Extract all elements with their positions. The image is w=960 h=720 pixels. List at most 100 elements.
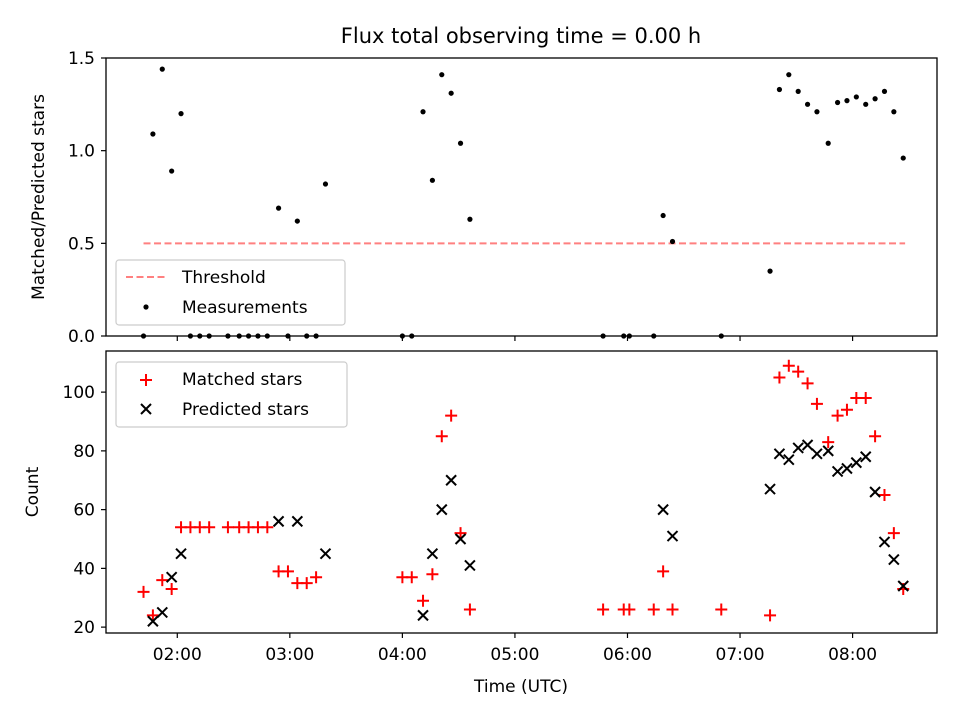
predicted-star-point	[822, 445, 834, 457]
predicted-star-point	[319, 547, 332, 560]
count-y-tick-label: 40	[73, 559, 95, 579]
ratio-y-ticks: 0.0 0.5 1.0 1.5	[68, 49, 106, 347]
measurement-point	[786, 72, 792, 78]
legend-threshold-label: Threshold	[181, 268, 266, 288]
matched-star-point	[146, 609, 159, 622]
count-y-tick-label: 80	[73, 442, 95, 462]
measurement-point	[178, 111, 184, 117]
matched-star-point	[426, 568, 439, 581]
legend-measurements-swatch	[143, 304, 149, 310]
measurement-point	[834, 99, 841, 106]
measurement-point	[159, 66, 165, 72]
predicted-star-point	[272, 515, 285, 528]
measurement-point	[814, 109, 820, 115]
matched-star-point	[666, 603, 679, 616]
count-x-tick-label: 02:00	[153, 645, 202, 665]
measurement-point	[853, 94, 859, 100]
predicted-star-point	[860, 451, 872, 463]
x-axis-label: Time (UTC)	[473, 677, 568, 697]
predicted-star-point	[436, 503, 448, 516]
matched-star-point	[647, 603, 660, 616]
measurement-point	[467, 216, 473, 222]
matched-star-point	[221, 521, 234, 534]
predicted-star-point	[291, 515, 304, 528]
count-x-tick-label: 07:00	[716, 645, 765, 665]
predicted-star-point	[165, 571, 178, 583]
count-data-marks	[137, 359, 910, 627]
matched-star-point	[597, 603, 610, 616]
count-x-ticks: 02:00 03:00 04:00 05:00 06:00 07:00 08:00	[153, 633, 877, 665]
count-axes-frame	[105, 350, 938, 634]
ratio-y-axis-label: Matched/Predicted stars	[29, 94, 49, 300]
count-legend-box	[115, 361, 348, 428]
count-x-tick-label: 08:00	[828, 645, 877, 665]
matched-star-point	[405, 571, 418, 584]
ratio-legend: Threshold Measurements	[115, 259, 346, 326]
measurement-point	[863, 101, 869, 107]
legend-measurements-label: Measurements	[182, 298, 308, 318]
legend-matched-label: Matched stars	[182, 370, 302, 390]
predicted-star-point	[897, 580, 909, 592]
predicted-star-point	[764, 483, 776, 495]
matched-star-point	[445, 409, 458, 422]
measurement-point	[322, 181, 329, 187]
predicted-star-point	[841, 462, 853, 475]
matched-star-point	[156, 574, 169, 587]
measurement-point	[294, 218, 300, 224]
count-y-ticks: 20 40 60 80 100	[63, 383, 106, 638]
matched-star-point	[137, 585, 150, 598]
matched-star-point	[764, 609, 777, 622]
count-legend: Matched stars Predicted stars	[115, 361, 348, 428]
measurement-point	[881, 88, 888, 94]
matched-star-point	[773, 371, 786, 384]
measurement-point	[420, 109, 426, 115]
predicted-star-point	[831, 465, 844, 478]
measurement-point	[429, 177, 435, 183]
legend-predicted-swatch	[140, 403, 152, 415]
matched-star-point	[822, 436, 835, 449]
measurement-point	[669, 238, 676, 245]
matched-star-point	[869, 430, 882, 443]
measurement-point	[660, 212, 666, 219]
count-y-tick-label: 20	[73, 618, 95, 638]
predicted-star-point	[801, 439, 814, 451]
count-y-tick-label: 100	[63, 383, 95, 403]
ratio-axes: 0.0 0.5 1.0 1.5 Matched/Predicted stars Thr…	[29, 49, 938, 347]
predicted-star-point	[666, 530, 679, 542]
matched-star-point	[782, 359, 795, 372]
measurement-point	[150, 131, 156, 137]
measurement-point	[804, 101, 811, 107]
ratio-y-tick-label: 1.0	[68, 142, 95, 162]
count-x-tick-label: 03:00	[265, 645, 314, 665]
matched-star-point	[715, 603, 728, 616]
ratio-x-ticks	[176, 336, 854, 341]
ratio-y-tick-label: 1.5	[68, 49, 95, 69]
matched-star-point	[300, 577, 313, 590]
predicted-star-point	[783, 453, 795, 466]
measurement-point	[439, 72, 445, 78]
measurement-point	[900, 155, 906, 161]
measurement-point	[825, 140, 831, 146]
matched-star-point	[435, 430, 448, 443]
count-x-tick-label: 04:00	[378, 645, 427, 665]
matched-star-point	[887, 527, 900, 540]
matched-star-point	[801, 377, 814, 390]
count-y-axis-label: Count	[23, 466, 43, 517]
predicted-star-point	[454, 533, 467, 545]
matched-star-point	[261, 521, 274, 534]
measurement-point	[795, 88, 801, 94]
measurement-point	[448, 90, 454, 96]
predicted-star-point	[417, 609, 429, 622]
predicted-star-point	[773, 448, 786, 460]
measurement-point	[844, 98, 850, 104]
legend-predicted-label: Predicted stars	[182, 400, 309, 420]
matched-star-point	[165, 582, 178, 595]
figure-title: Flux total observing time = 0.00 h	[341, 24, 701, 48]
predicted-star-point	[175, 547, 187, 560]
predicted-star-point	[878, 536, 891, 548]
measurement-point	[275, 205, 282, 211]
matched-star-point	[792, 365, 805, 378]
measurement-point	[767, 268, 773, 274]
